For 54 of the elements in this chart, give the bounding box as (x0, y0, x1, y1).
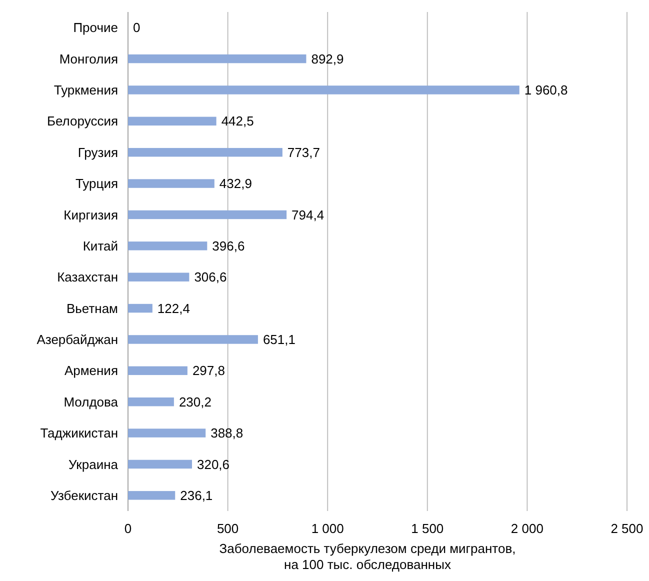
y-tick-label: Киргизия (64, 207, 118, 222)
bar (128, 335, 258, 344)
bar (128, 460, 192, 469)
data-label: 388,8 (210, 426, 244, 441)
y-tick-label: Армения (64, 363, 118, 378)
x-axis-title: Заболеваемость туберкулезом среди мигрантов, на 100 тыс. обследованных (219, 541, 516, 572)
x-tick-label: 500 (216, 521, 239, 536)
bar (128, 397, 174, 406)
y-tick-label: Молдова (64, 394, 119, 410)
data-label: 794,4 (292, 207, 324, 222)
bar (128, 242, 208, 250)
bar (128, 272, 190, 282)
y-tick-label: Грузия (78, 144, 118, 160)
data-label: 442,5 (221, 114, 254, 129)
x-tick-label: 2 000 (510, 521, 544, 536)
bar (128, 366, 188, 376)
data-label: 1 960,8 (524, 82, 568, 98)
data-label: 236,1 (180, 488, 213, 503)
data-label: 306,6 (194, 270, 227, 285)
x-tick-label: 2 500 (610, 521, 644, 536)
y-tick-label: Прочие (73, 20, 118, 36)
x-tick-label: 1 500 (411, 521, 444, 536)
bar (128, 179, 214, 188)
y-tick-label: Азербайджан (36, 332, 118, 348)
bar (128, 116, 216, 126)
x-tick-label: 0 (124, 521, 132, 536)
data-label: 0 (133, 20, 140, 36)
data-label: 122,4 (157, 300, 190, 316)
y-tick-label: Казахстан (57, 270, 118, 285)
data-label: 396,6 (212, 238, 245, 254)
y-tick-label: Узбекистан (50, 488, 118, 503)
y-tick-label: Турция (75, 176, 118, 192)
bar (128, 491, 176, 500)
data-label: 773,7 (287, 144, 320, 160)
data-label: 320,6 (196, 456, 230, 472)
bar (128, 428, 206, 438)
y-tick-label: Белоруссия (46, 114, 118, 129)
bar (128, 304, 152, 313)
y-tick-label: Китай (82, 238, 118, 254)
bar (128, 54, 306, 64)
data-label: 230,2 (178, 394, 212, 410)
y-tick-label: Вьетнам (66, 300, 118, 316)
data-label: 651,1 (262, 332, 296, 348)
bar (128, 210, 287, 220)
y-tick-label: Таджикистан (40, 426, 118, 441)
y-tick-label: Монголия (59, 51, 118, 66)
bar (128, 86, 520, 94)
y-tick-label: Украина (68, 456, 119, 472)
data-label: 297,8 (192, 363, 225, 378)
data-label: 432,9 (219, 176, 252, 192)
bar (128, 148, 282, 157)
x-tick-label: 1 000 (311, 521, 344, 536)
data-label: 892,9 (311, 51, 344, 66)
y-tick-label: Туркмения (54, 82, 118, 98)
